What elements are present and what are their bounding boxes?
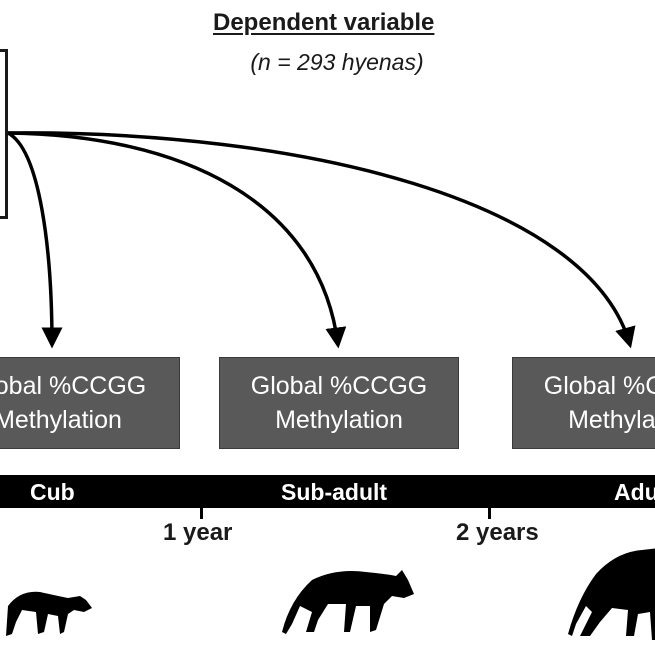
hyena-subadult-icon [282,570,414,634]
methylation-box-adult: Global %CCGG Methylation [512,357,655,449]
tick-2-years [488,508,491,519]
sample-size-label: (n = 293 hyenas) [250,49,424,75]
arrow-to-adult [7,131,636,349]
tick-label-1-year: 1 year [163,519,233,546]
stage-label-cub: Cub [30,479,75,505]
box-label-line2: Methylation [0,406,122,434]
arrow-to-cub [7,131,63,349]
box-label-line1: Global %CCGG [543,372,655,400]
tick-1-year [200,508,203,519]
tick-label-2-years: 2 years [456,519,539,546]
methylation-box-cub: Global %CCGG Methylation [0,357,180,449]
stage-label-subadult: Sub-adult [281,479,388,505]
box-label-line1: Global %CCGG [0,372,147,400]
arrow-to-subadult [7,131,347,349]
stage-label-adult: Adult [614,479,655,505]
box-label-line2: Methylation [275,406,403,434]
methylation-box-subadult: Global %CCGG Methylation [219,357,459,449]
independent-variables-box [0,49,8,219]
hyena-adult-icon [568,548,655,640]
dependent-variable-heading: Dependent variable [213,9,435,36]
box-label-line1: Global %CCGG [250,372,428,400]
box-label-line2: Methylation [568,406,655,434]
hyena-cub-icon [6,591,92,636]
timeline-bar [0,475,655,508]
